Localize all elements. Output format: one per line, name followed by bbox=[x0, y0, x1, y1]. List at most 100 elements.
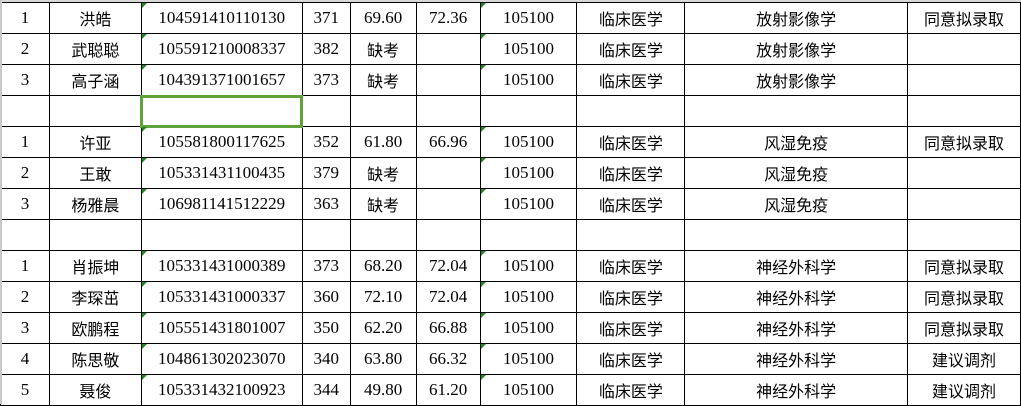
index-cell[interactable]: 2 bbox=[0, 281, 50, 313]
retest-score-cell[interactable] bbox=[349, 95, 417, 127]
total-score-cell[interactable] bbox=[415, 64, 481, 96]
name-cell[interactable]: 李琛茁 bbox=[48, 281, 142, 313]
major-code-cell[interactable]: 105100 bbox=[479, 374, 578, 406]
direction-cell[interactable]: 神经外科学 bbox=[684, 250, 908, 282]
initial-score-cell[interactable] bbox=[301, 95, 351, 127]
major-cell[interactable]: 临床医学 bbox=[576, 374, 686, 406]
name-cell[interactable]: 王敢 bbox=[48, 157, 142, 189]
direction-cell[interactable]: 神经外科学 bbox=[684, 281, 908, 313]
exam-id-cell[interactable] bbox=[140, 219, 303, 251]
total-score-cell[interactable] bbox=[415, 95, 481, 127]
result-cell[interactable]: 同意拟录取 bbox=[906, 2, 1021, 34]
major-cell[interactable]: 临床医学 bbox=[576, 64, 686, 96]
major-code-cell[interactable]: 105100 bbox=[479, 126, 578, 158]
exam-id-cell[interactable]: 106981141512229 bbox=[140, 188, 303, 220]
retest-score-cell[interactable]: 缺考 bbox=[349, 157, 417, 189]
index-cell[interactable] bbox=[0, 95, 50, 127]
retest-score-cell[interactable]: 缺考 bbox=[349, 33, 417, 65]
initial-score-cell[interactable]: 352 bbox=[301, 126, 351, 158]
total-score-cell[interactable]: 66.32 bbox=[415, 343, 481, 375]
result-cell[interactable] bbox=[906, 95, 1021, 127]
result-cell[interactable]: 建议调剂 bbox=[906, 343, 1021, 375]
result-cell[interactable]: 同意拟录取 bbox=[906, 312, 1021, 344]
initial-score-cell[interactable]: 382 bbox=[301, 33, 351, 65]
retest-score-cell[interactable]: 62.20 bbox=[349, 312, 417, 344]
index-cell[interactable]: 5 bbox=[0, 374, 50, 406]
index-cell[interactable]: 1 bbox=[0, 126, 50, 158]
retest-score-cell[interactable]: 69.60 bbox=[349, 2, 417, 34]
major-cell[interactable]: 临床医学 bbox=[576, 2, 686, 34]
name-cell[interactable]: 陈思敬 bbox=[48, 343, 142, 375]
index-cell[interactable]: 1 bbox=[0, 250, 50, 282]
retest-score-cell[interactable] bbox=[349, 219, 417, 251]
initial-score-cell[interactable]: 344 bbox=[301, 374, 351, 406]
index-cell[interactable]: 2 bbox=[0, 157, 50, 189]
initial-score-cell[interactable]: 350 bbox=[301, 312, 351, 344]
exam-id-cell[interactable]: 104591410110130 bbox=[140, 2, 303, 34]
direction-cell[interactable] bbox=[684, 219, 908, 251]
name-cell[interactable]: 聂俊 bbox=[48, 374, 142, 406]
exam-id-cell[interactable]: 105331432100923 bbox=[140, 374, 303, 406]
major-code-cell[interactable]: 105100 bbox=[479, 343, 578, 375]
result-cell[interactable] bbox=[906, 188, 1021, 220]
retest-score-cell[interactable]: 缺考 bbox=[349, 188, 417, 220]
major-code-cell[interactable]: 105100 bbox=[479, 312, 578, 344]
direction-cell[interactable] bbox=[684, 95, 908, 127]
name-cell[interactable]: 杨雅晨 bbox=[48, 188, 142, 220]
exam-id-cell[interactable]: 105581800117625 bbox=[140, 126, 303, 158]
major-code-cell[interactable]: 105100 bbox=[479, 281, 578, 313]
direction-cell[interactable]: 神经外科学 bbox=[684, 343, 908, 375]
major-cell[interactable]: 临床医学 bbox=[576, 312, 686, 344]
major-cell[interactable]: 临床医学 bbox=[576, 33, 686, 65]
result-cell[interactable]: 同意拟录取 bbox=[906, 250, 1021, 282]
direction-cell[interactable]: 神经外科学 bbox=[684, 374, 908, 406]
initial-score-cell[interactable]: 340 bbox=[301, 343, 351, 375]
total-score-cell[interactable] bbox=[415, 219, 481, 251]
result-cell[interactable] bbox=[906, 64, 1021, 96]
direction-cell[interactable]: 放射影像学 bbox=[684, 64, 908, 96]
major-cell[interactable]: 临床医学 bbox=[576, 281, 686, 313]
initial-score-cell[interactable]: 371 bbox=[301, 2, 351, 34]
index-cell[interactable]: 3 bbox=[0, 64, 50, 96]
total-score-cell[interactable] bbox=[415, 157, 481, 189]
initial-score-cell[interactable]: 363 bbox=[301, 188, 351, 220]
retest-score-cell[interactable]: 61.80 bbox=[349, 126, 417, 158]
index-cell[interactable]: 3 bbox=[0, 312, 50, 344]
major-cell[interactable]: 临床医学 bbox=[576, 126, 686, 158]
total-score-cell[interactable] bbox=[415, 33, 481, 65]
direction-cell[interactable]: 神经外科学 bbox=[684, 312, 908, 344]
exam-id-cell[interactable]: 105331431000337 bbox=[140, 281, 303, 313]
total-score-cell[interactable]: 72.04 bbox=[415, 281, 481, 313]
exam-id-cell[interactable]: 104391371001657 bbox=[140, 64, 303, 96]
major-cell[interactable]: 临床医学 bbox=[576, 250, 686, 282]
major-code-cell[interactable]: 105100 bbox=[479, 157, 578, 189]
major-code-cell[interactable] bbox=[479, 219, 578, 251]
name-cell[interactable]: 武聪聪 bbox=[48, 33, 142, 65]
index-cell[interactable]: 2 bbox=[0, 33, 50, 65]
name-cell[interactable]: 高子涵 bbox=[48, 64, 142, 96]
major-code-cell[interactable]: 105100 bbox=[479, 2, 578, 34]
total-score-cell[interactable]: 66.96 bbox=[415, 126, 481, 158]
total-score-cell[interactable]: 72.36 bbox=[415, 2, 481, 34]
index-cell[interactable]: 3 bbox=[0, 188, 50, 220]
exam-id-cell[interactable]: 105331431000389 bbox=[140, 250, 303, 282]
direction-cell[interactable]: 放射影像学 bbox=[684, 2, 908, 34]
direction-cell[interactable]: 放射影像学 bbox=[684, 33, 908, 65]
retest-score-cell[interactable]: 72.10 bbox=[349, 281, 417, 313]
total-score-cell[interactable]: 72.04 bbox=[415, 250, 481, 282]
initial-score-cell[interactable]: 379 bbox=[301, 157, 351, 189]
name-cell[interactable] bbox=[48, 95, 142, 127]
result-cell[interactable]: 同意拟录取 bbox=[906, 126, 1021, 158]
result-cell[interactable]: 同意拟录取 bbox=[906, 281, 1021, 313]
initial-score-cell[interactable]: 373 bbox=[301, 64, 351, 96]
result-cell[interactable]: 建议调剂 bbox=[906, 374, 1021, 406]
result-cell[interactable] bbox=[906, 219, 1021, 251]
major-code-cell[interactable]: 105100 bbox=[479, 64, 578, 96]
exam-id-cell[interactable] bbox=[140, 94, 304, 128]
name-cell[interactable]: 欧鹏程 bbox=[48, 312, 142, 344]
direction-cell[interactable]: 风湿免疫 bbox=[684, 157, 908, 189]
total-score-cell[interactable] bbox=[415, 188, 481, 220]
index-cell[interactable]: 1 bbox=[0, 2, 50, 34]
result-cell[interactable] bbox=[906, 157, 1021, 189]
exam-id-cell[interactable]: 104861302023070 bbox=[140, 343, 303, 375]
